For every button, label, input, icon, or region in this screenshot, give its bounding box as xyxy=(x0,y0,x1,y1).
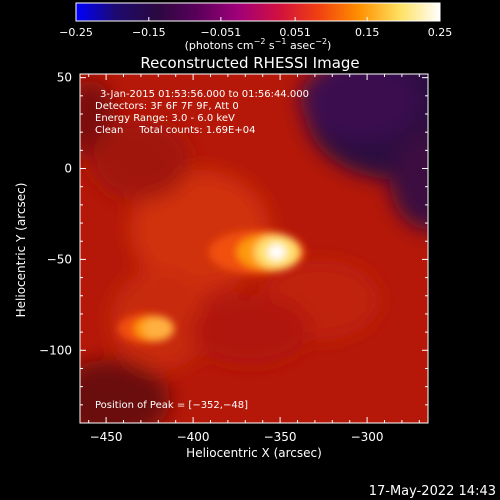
colorbar-tick-label: 0.25 xyxy=(428,26,453,39)
chart-title: Reconstructed RHESSI Image xyxy=(140,54,359,72)
x-tick-label: −300 xyxy=(351,430,384,444)
annotation-detectors: Detectors: 3F 6F 7F 9F, Att 0 xyxy=(95,101,239,112)
annotations: 3-Jan-2015 01:53:56.000 to 01:56:44.000 … xyxy=(95,89,309,411)
colorbar-tick-label: 0.15 xyxy=(355,26,380,39)
source-2 xyxy=(117,313,176,344)
x-tick-label: −450 xyxy=(90,430,123,444)
plot-frame xyxy=(79,73,429,424)
annotation-clean: Clean Total counts: 1.69E+04 xyxy=(95,125,255,136)
colorbar-bar xyxy=(75,2,441,22)
x-tick-label: −350 xyxy=(264,430,297,444)
colorbar-tick-label: −0.051 xyxy=(201,26,242,39)
y-tick-label: 0 xyxy=(64,162,72,176)
annotation-time-range: 3-Jan-2015 01:53:56.000 to 01:56:44.000 xyxy=(100,89,309,100)
image-area xyxy=(80,74,428,423)
annotation-peak-position: Position of Peak = [−352,−48] xyxy=(95,400,248,411)
y-tick-label: −100 xyxy=(39,343,72,357)
y-axis: 50 0 −50 −100 xyxy=(39,71,428,406)
y-axis-label: Heliocentric Y (arcsec) xyxy=(14,183,28,318)
source-1 xyxy=(208,230,305,275)
colorbar-unit-label: (photons cm−2 s−1 asec−2) xyxy=(185,37,332,52)
y-tick-label: 50 xyxy=(57,71,72,85)
colorbar: −0.25 −0.15 −0.051 0.051 0.15 0.25 (photons c… xyxy=(59,2,452,52)
colorbar-tick-label: −0.15 xyxy=(132,26,166,39)
y-tick-label: −50 xyxy=(47,252,72,266)
x-axis-label: Heliocentric X (arcsec) xyxy=(186,446,322,460)
colorbar-tick-label: −0.25 xyxy=(59,26,93,39)
footer-date: 17-May-2022 14:43 xyxy=(369,484,496,499)
x-axis: −450 −400 −350 −300 xyxy=(88,74,420,444)
colorbar-ticks: −0.25 −0.15 −0.051 0.051 0.15 0.25 xyxy=(59,17,452,39)
colorbar-tick-label: 0.051 xyxy=(279,26,311,39)
annotation-energy: Energy Range: 3.0 - 6.0 keV xyxy=(95,113,235,124)
x-tick-label: −400 xyxy=(177,430,210,444)
sources-layer xyxy=(117,230,305,344)
